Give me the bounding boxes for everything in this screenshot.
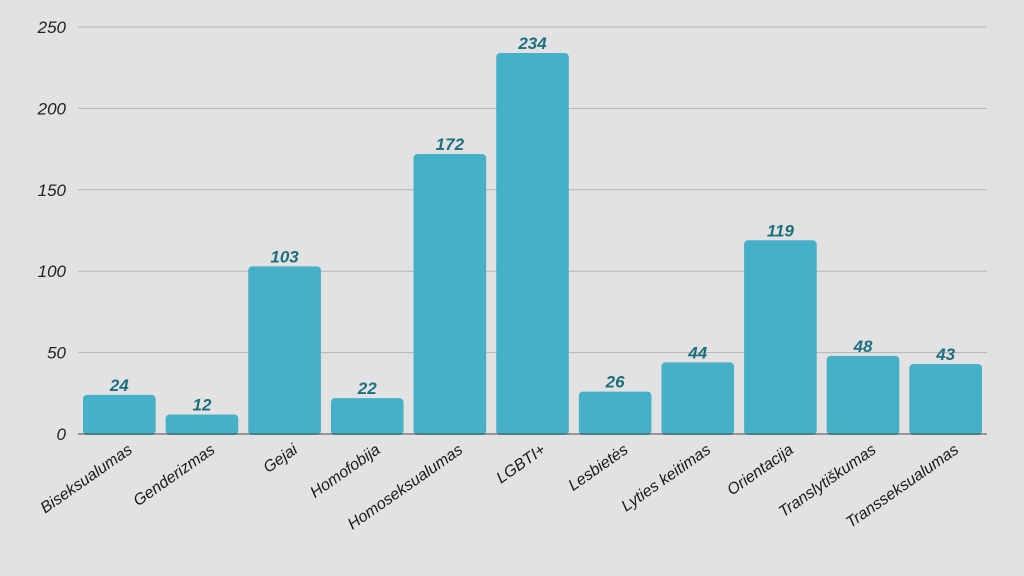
value-label: 43 (935, 345, 955, 364)
y-tick-label: 250 (37, 18, 67, 37)
bar (496, 53, 569, 435)
y-axis-ticks: 0 50 100 150 200 250 (37, 18, 67, 444)
value-label: 119 (767, 221, 795, 240)
y-tick-label: 0 (57, 425, 67, 444)
bar (83, 394, 156, 435)
value-label: 234 (517, 34, 547, 53)
bar (661, 362, 735, 435)
bar (826, 355, 900, 435)
x-tick-label: Lesbietės (566, 441, 632, 494)
bar (578, 391, 652, 435)
value-label: 24 (109, 376, 129, 395)
value-label: 26 (605, 373, 625, 392)
x-tick-label: Orientacija (724, 441, 796, 499)
x-tick-label: Gejai (261, 441, 302, 477)
x-tick-label: LGBTI+ (494, 441, 549, 487)
bar (413, 153, 487, 435)
y-tick-label: 100 (38, 262, 67, 281)
x-tick-label: Genderizmas (131, 441, 219, 510)
x-tick-label: Homofobija (307, 441, 383, 501)
value-label: 12 (192, 395, 211, 414)
bar (165, 414, 239, 435)
value-label: 103 (270, 247, 299, 266)
value-label: 48 (853, 337, 873, 356)
value-label: 172 (436, 135, 465, 154)
bar (744, 240, 817, 435)
bar (248, 266, 321, 435)
x-tick-label: Lyties keitimas (619, 441, 714, 515)
bar (330, 398, 404, 435)
x-tick-label: Biseksualumas (38, 441, 136, 517)
value-labels: 24 12 103 22 172 234 26 44 119 48 43 (109, 34, 956, 414)
bar (909, 363, 982, 435)
value-label: 22 (357, 379, 377, 398)
y-tick-label: 150 (38, 181, 67, 200)
y-tick-label: 200 (37, 99, 67, 118)
bars (83, 53, 982, 435)
y-tick-label: 50 (47, 344, 66, 363)
value-label: 44 (687, 343, 707, 362)
